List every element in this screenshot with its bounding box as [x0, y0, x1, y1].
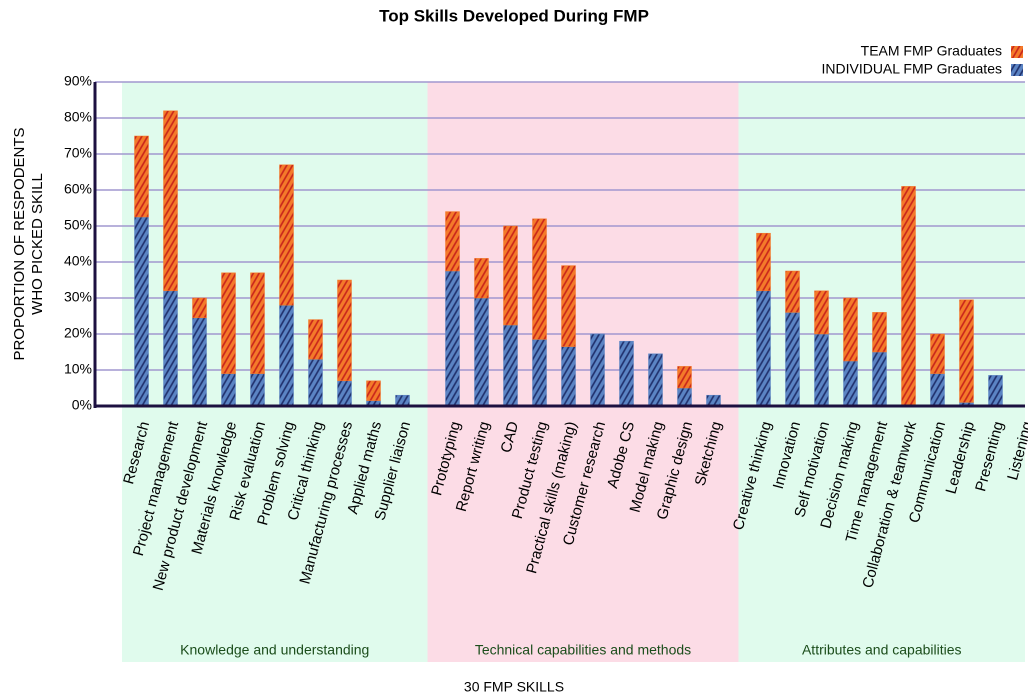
bar-segment	[532, 218, 547, 340]
bar-segment	[366, 380, 381, 401]
bar-segment	[337, 279, 352, 382]
bar-segment	[756, 232, 771, 292]
bar-segment	[619, 340, 634, 407]
legend-swatch	[1011, 46, 1023, 58]
bar-segment	[163, 290, 178, 407]
bar-segment	[279, 164, 294, 306]
y-tick-label: 10%	[64, 361, 92, 377]
bar-segment	[930, 373, 945, 407]
bar-segment	[930, 333, 945, 374]
bar-segment	[590, 333, 605, 407]
legend-label: INDIVIDUAL FMP Graduates	[821, 61, 1002, 77]
bar-segment	[561, 265, 576, 347]
group-background	[427, 82, 739, 662]
bar-segment	[308, 358, 323, 407]
y-tick-label: 70%	[64, 145, 92, 161]
bar-segment	[901, 186, 916, 407]
y-axis-label: PROPORTION OF RESPODENTS	[11, 127, 28, 360]
bar-segment	[561, 346, 576, 407]
bar-segment	[221, 272, 236, 374]
bar-segment	[959, 299, 974, 403]
bar-segment	[872, 351, 887, 407]
x-axis-label: 30 FMP SKILLS	[464, 679, 564, 695]
bar-segment	[872, 312, 887, 353]
bar-segment	[756, 290, 771, 407]
bar-segment	[445, 211, 460, 272]
y-tick-label: 60%	[64, 181, 92, 197]
bar-segment	[308, 319, 323, 360]
y-tick-label: 80%	[64, 109, 92, 125]
bar-segment	[474, 297, 489, 407]
bar-segment	[192, 317, 207, 407]
bar-segment	[279, 304, 294, 407]
legend-swatch	[1011, 64, 1023, 76]
y-tick-label: 20%	[64, 325, 92, 341]
bar-segment	[474, 258, 489, 299]
bar-segment	[785, 312, 800, 407]
bar-segment	[337, 380, 352, 407]
group-label: Attributes and capabilities	[802, 642, 962, 658]
bar-segment	[503, 324, 518, 407]
bar-segment	[445, 270, 460, 407]
bar-segment	[648, 353, 663, 407]
y-tick-label: 30%	[64, 289, 92, 305]
y-axis-label: WHO PICKED SKILL	[29, 173, 46, 315]
bar-segment	[395, 394, 410, 407]
bar-segment	[532, 339, 547, 407]
bar-segment	[677, 387, 692, 407]
chart-title: Top Skills Developed During FMP	[379, 6, 649, 25]
group-label: Knowledge and understanding	[180, 642, 369, 658]
bar-segment	[250, 373, 265, 407]
bar-segment	[706, 394, 721, 407]
bar-segment	[221, 373, 236, 407]
bar-segment	[843, 297, 858, 362]
y-tick-label: 50%	[64, 217, 92, 233]
bar-segment	[163, 110, 178, 292]
bar-segment	[503, 225, 518, 326]
legend-label: TEAM FMP Graduates	[861, 43, 1002, 59]
bar-segment	[785, 270, 800, 313]
bar-segment	[677, 366, 692, 389]
y-tick-label: 0%	[72, 397, 92, 413]
group-label: Technical capabilities and methods	[475, 642, 691, 658]
y-tick-label: 90%	[64, 73, 92, 89]
bar-segment	[843, 360, 858, 407]
bar-segment	[134, 135, 149, 218]
bar-segment	[192, 297, 207, 319]
bar-segment	[988, 375, 1003, 407]
y-tick-label: 40%	[64, 253, 92, 269]
bar-segment	[814, 333, 829, 407]
bar-segment	[250, 272, 265, 374]
bar-segment	[814, 290, 829, 335]
bar-segment	[134, 216, 149, 407]
